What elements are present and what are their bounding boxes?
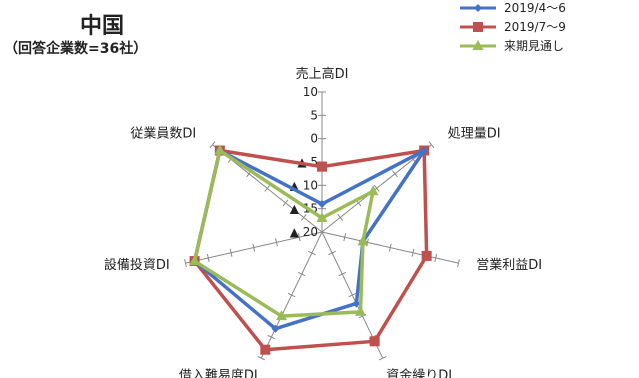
axis-tick <box>184 259 187 268</box>
axis-tick <box>267 334 276 340</box>
axis-tick <box>287 292 296 298</box>
legend-marker <box>474 4 482 12</box>
axis-tick <box>252 243 256 252</box>
axis-tick <box>300 214 307 221</box>
data-point <box>367 185 379 196</box>
data-point <box>271 324 280 333</box>
axis-tick <box>338 271 347 277</box>
axis-tick <box>428 141 435 149</box>
axis-tick <box>373 184 380 192</box>
chart-subtitle: （回答企業数=36社） <box>4 41 148 57</box>
axis-label: 借入難易度DI <box>179 367 258 378</box>
data-point <box>189 255 201 266</box>
data-point <box>421 250 432 261</box>
data-point <box>369 336 380 347</box>
axis-label: 資金繰りDI <box>386 367 452 378</box>
data-point <box>318 200 326 208</box>
axis-tick <box>434 253 438 262</box>
data-point <box>354 305 366 316</box>
axis-tick <box>275 238 278 247</box>
chart-title: 中国 <box>80 14 125 39</box>
legend-entry: 2019/7～9 <box>504 20 566 34</box>
axis-tick <box>257 355 266 361</box>
axis-tick <box>337 214 344 221</box>
axis-tick <box>206 253 210 262</box>
axis-tick <box>388 243 392 252</box>
legend-entry: 2019/4～6 <box>504 1 566 15</box>
data-point <box>316 212 328 222</box>
axis-tick <box>328 250 336 256</box>
axis-label: 処理量DI <box>448 127 501 142</box>
axis-label: 売上高DI <box>296 66 349 82</box>
axis-tick <box>264 184 271 192</box>
legend-marker <box>473 22 483 32</box>
axis-label: 設備投資DI <box>104 257 170 273</box>
data-point <box>357 235 369 246</box>
data-point <box>317 161 327 172</box>
axis-tick <box>209 141 216 149</box>
axis-label: 従業員数DI <box>130 126 196 142</box>
data-point <box>420 146 429 155</box>
data-point <box>260 344 271 355</box>
axis-tick <box>378 355 387 361</box>
axis-tick <box>348 292 357 298</box>
data-point <box>352 299 361 308</box>
legend-entry: 来期見通し <box>504 39 564 53</box>
axis-tick <box>343 233 347 242</box>
tick-label: 10 <box>303 85 318 99</box>
tick-label: 5 <box>310 108 318 122</box>
axis-tick <box>297 233 301 242</box>
tick-label: 0 <box>310 132 318 146</box>
series-line-2 <box>192 148 375 318</box>
axis-tick <box>308 250 316 256</box>
axis-tick <box>457 259 460 268</box>
data-point <box>276 310 288 321</box>
axis-tick <box>411 248 415 257</box>
tick-label: ▲ 20 <box>290 225 318 239</box>
data-point <box>214 144 226 155</box>
axis-tick <box>282 199 289 207</box>
axis-tick <box>392 170 398 178</box>
axis-tick <box>297 271 306 277</box>
axis-tick <box>229 248 233 257</box>
legend-marker <box>472 40 484 50</box>
axis-label: 営業利益DI <box>476 257 542 273</box>
